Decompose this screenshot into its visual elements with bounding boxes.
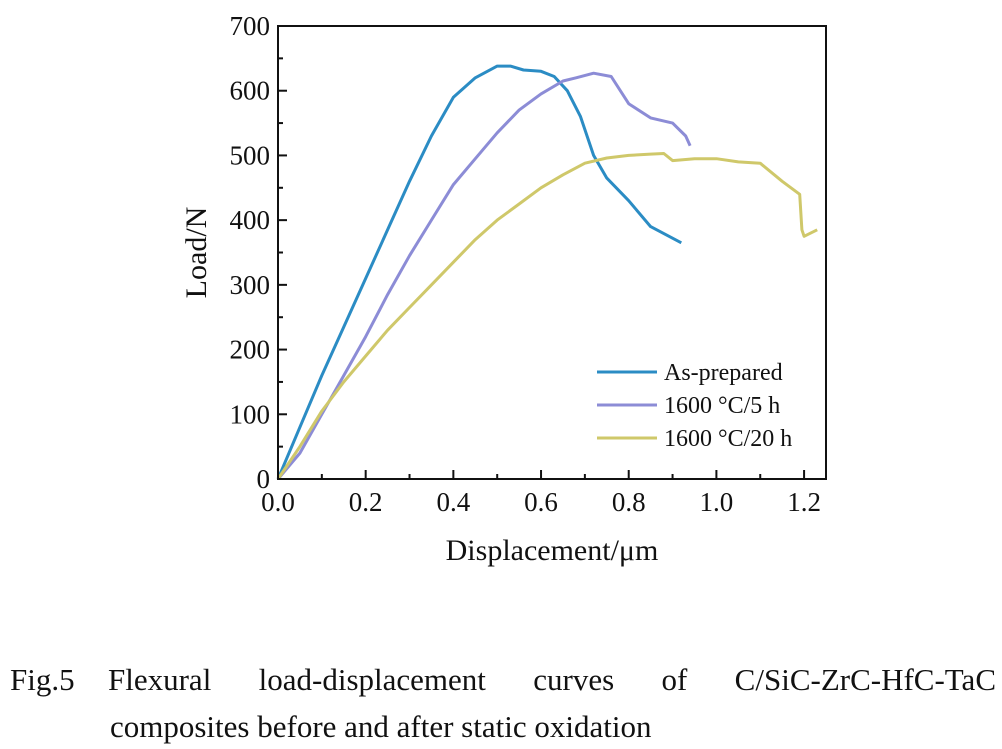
y-axis-title: Load/N	[180, 207, 213, 299]
y-tick-label: 600	[230, 76, 271, 106]
series-line-2	[276, 71, 692, 480]
y-tick-label: 200	[230, 335, 271, 365]
x-tick-label: 0.0	[261, 487, 295, 517]
legend: As-prepared 1600 °C/5 h 1600 °C/20 h	[597, 360, 792, 452]
series-line-3	[276, 152, 818, 480]
x-tick-label: 0.8	[612, 487, 646, 517]
y-tick-label: 300	[230, 270, 271, 300]
legend-label-3: 1600 °C/20 h	[664, 426, 792, 452]
y-tick-label: 0	[257, 464, 271, 494]
legend-label-1: As-prepared	[664, 360, 783, 386]
x-tick-label: 0.2	[349, 487, 383, 517]
x-tick-label: 0.4	[436, 487, 470, 517]
y-tick-label: 700	[230, 11, 271, 41]
line-chart: 0.0 0.2 0.4 0.6 0.8 1.0 1.2 0 100 200 300 400 500 600…	[180, 11, 827, 567]
x-tick-label: 1.2	[787, 487, 821, 517]
series-line-1	[276, 64, 683, 480]
figure-caption-line-2: composites before and after static oxida…	[110, 709, 652, 744]
figure-caption-line-1: Flexural load-displacement curves of C/S…	[108, 662, 996, 697]
figure-caption: Fig.5 Flexural load-displacement curves …	[10, 658, 996, 702]
ticks-layer: 0.0 0.2 0.4 0.6 0.8 1.0 1.2 0 100 200 300 400 500 600…	[230, 11, 821, 517]
y-tick-label: 500	[230, 140, 271, 170]
y-tick-label: 400	[230, 205, 271, 235]
y-tick-label: 100	[230, 399, 271, 429]
x-tick-label: 1.0	[700, 487, 734, 517]
x-tick-label: 0.6	[524, 487, 558, 517]
figure-number: Fig.5	[10, 662, 75, 697]
x-axis-title: Displacement/μm	[446, 534, 659, 567]
legend-label-2: 1600 °C/5 h	[664, 393, 780, 419]
series-layer	[276, 64, 818, 480]
